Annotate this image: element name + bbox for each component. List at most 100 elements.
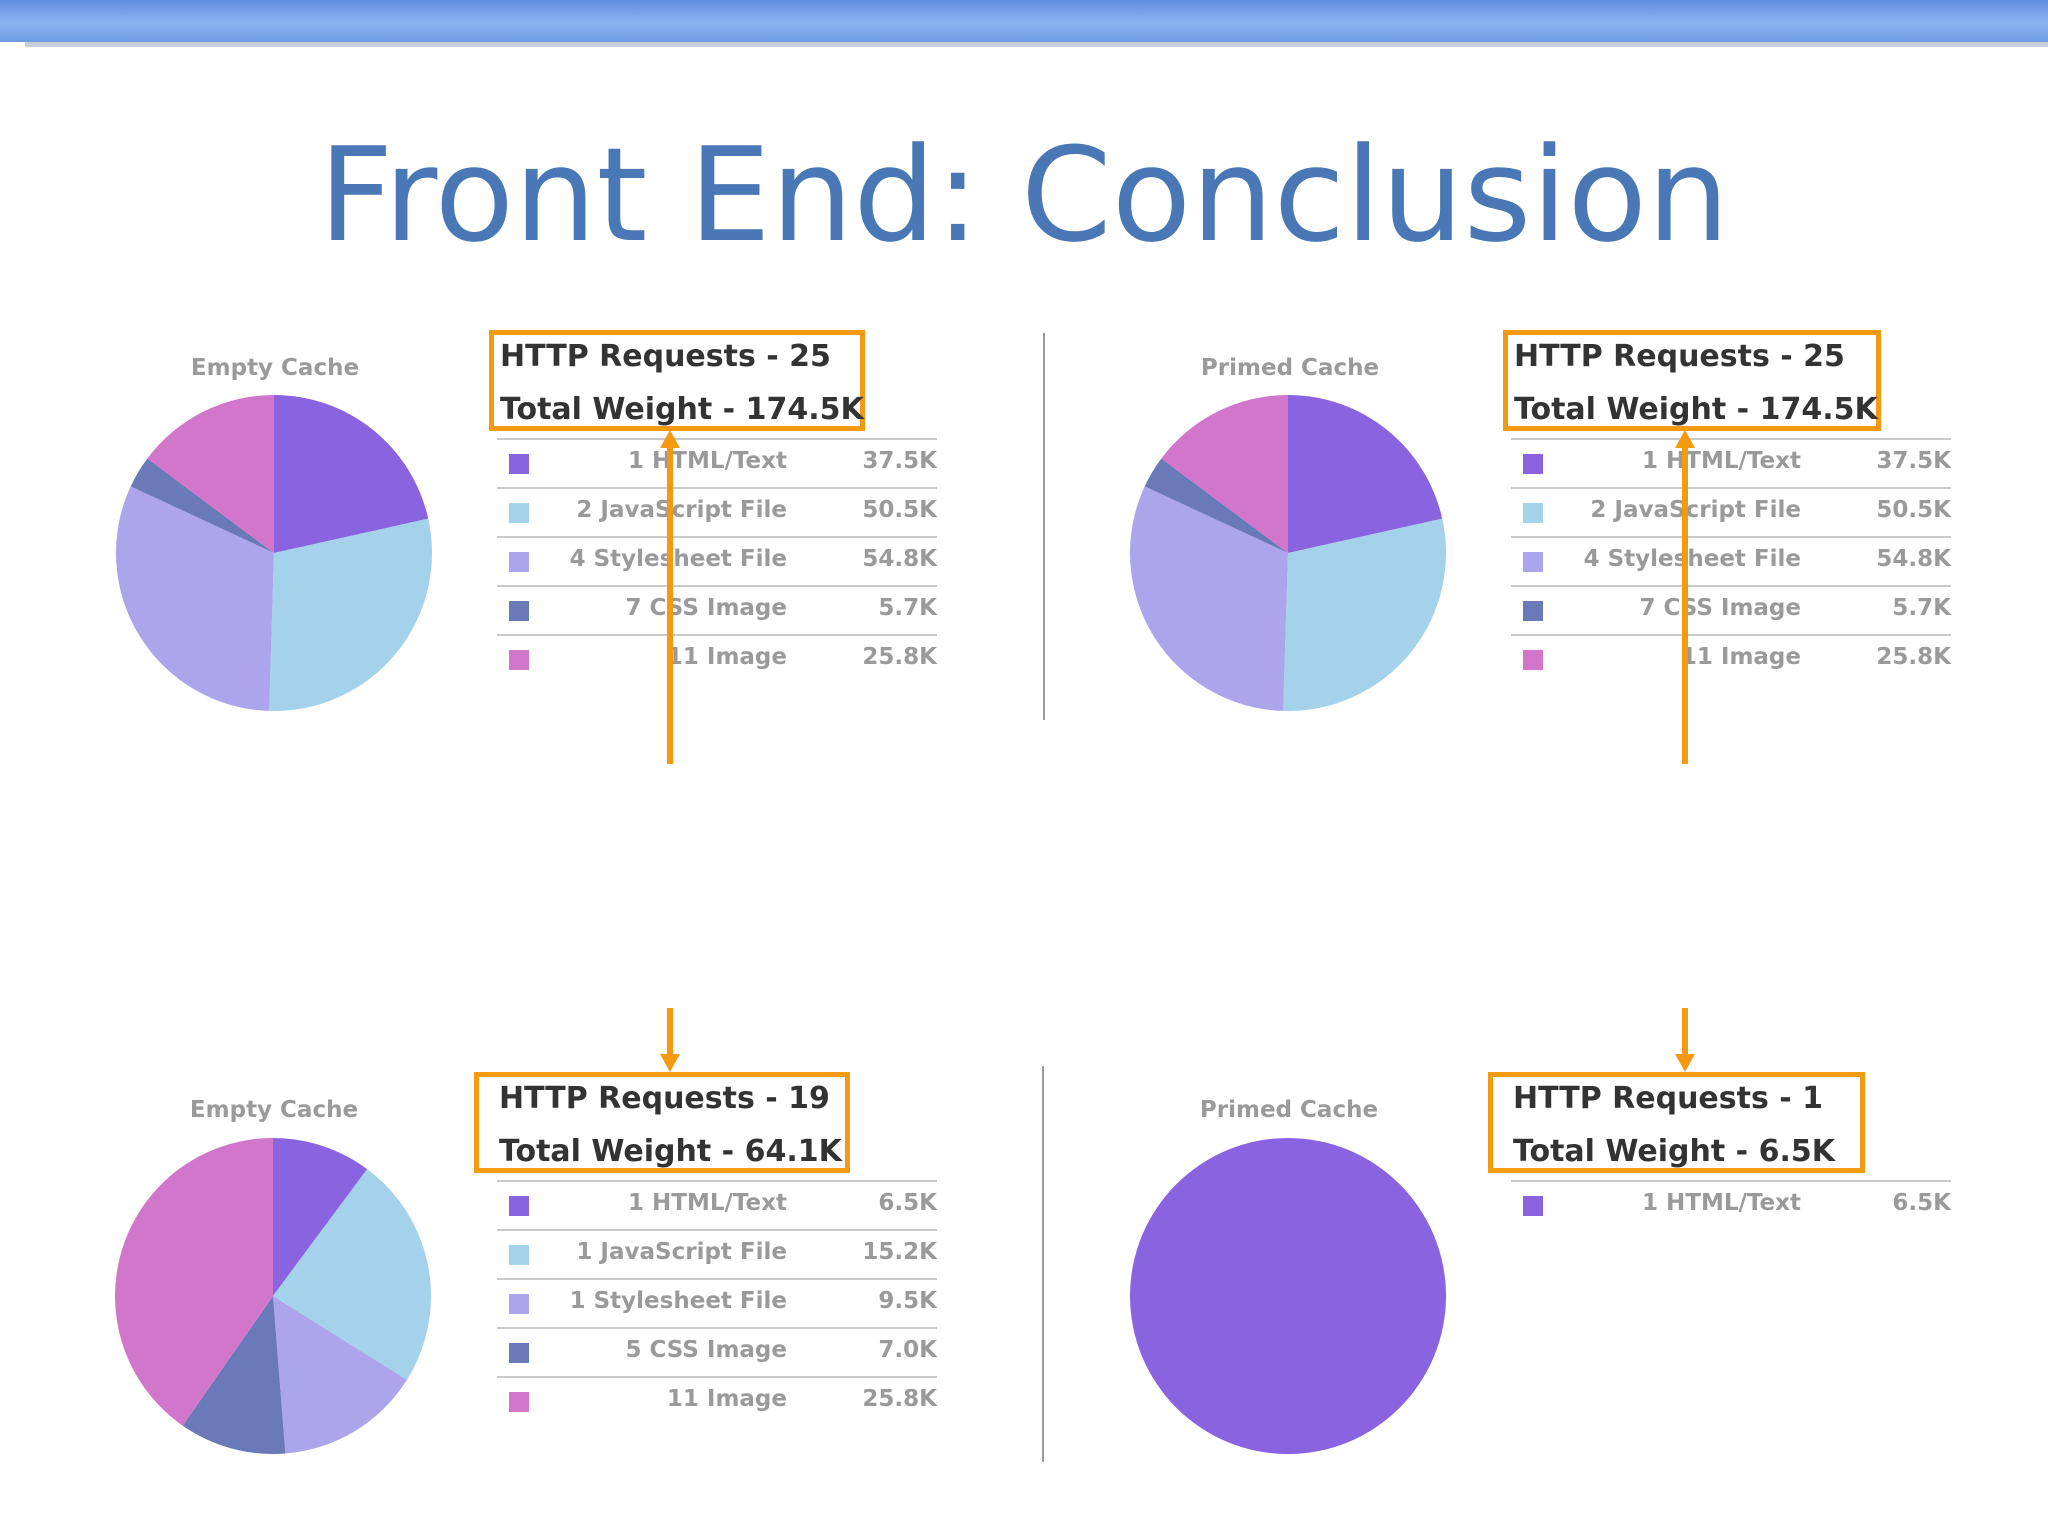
pie-slice-javascript-file: [1283, 518, 1447, 712]
pie-chart: [115, 1138, 431, 1454]
legend-separator: [497, 634, 937, 636]
legend-swatch: [509, 1245, 529, 1265]
legend-row-image: 11 Image 25.8K: [497, 634, 937, 683]
legend-row-stylesheet-file: 4 Stylesheet File 54.8K: [1511, 536, 1951, 585]
legend-separator: [1511, 634, 1951, 636]
legend-separator: [1511, 585, 1951, 587]
legend-label: 1 Stylesheet File: [569, 1288, 787, 1314]
pie-chart: [1129, 395, 1447, 712]
legend-row-css-image: 7 CSS Image 5.7K: [497, 585, 937, 634]
legend-value: 50.5K: [1876, 497, 1951, 523]
legend-row-html-text: 1 HTML/Text 6.5K: [1511, 1180, 1951, 1229]
summary-box: HTTP Requests - 19 Total Weight - 64.1K: [474, 1072, 850, 1173]
pie-slice-css-image: [130, 458, 274, 553]
legend-swatch: [509, 552, 529, 572]
divider-top: [1043, 333, 1045, 720]
legend-swatch: [509, 1196, 529, 1216]
divider-bottom: [1042, 1066, 1044, 1462]
legend-row-html-text: 1 HTML/Text 37.5K: [497, 438, 937, 487]
pie-chart: [1130, 1138, 1446, 1454]
http-requests: HTTP Requests - 1: [1513, 1081, 1824, 1116]
legend-row-javascript-file: 2 JavaScript File 50.5K: [497, 487, 937, 536]
legend-swatch: [509, 503, 529, 523]
legend-row-html-text: 1 HTML/Text 6.5K: [497, 1180, 937, 1229]
legend-value: 6.5K: [1892, 1190, 1951, 1216]
legend-separator: [497, 1229, 937, 1231]
legend-label: 2 JavaScript File: [576, 497, 787, 523]
http-requests: HTTP Requests - 19: [499, 1081, 830, 1116]
legend-separator: [497, 1180, 937, 1182]
legend-label: 11 Image: [666, 1386, 787, 1412]
pie-slice-image: [115, 1138, 274, 1426]
http-requests: HTTP Requests - 25: [1514, 339, 1845, 374]
legend-value: 54.8K: [1876, 546, 1951, 572]
cache-label: Primed Cache: [1199, 1097, 1379, 1123]
legend-value: 37.5K: [862, 448, 937, 474]
legend-value: 37.5K: [1876, 448, 1951, 474]
legend-value: 7.0K: [878, 1337, 937, 1363]
total-weight: Total Weight - 174.5K: [500, 392, 864, 427]
legend-swatch: [509, 1294, 529, 1314]
legend-value: 5.7K: [878, 595, 937, 621]
legend-separator: [497, 536, 937, 538]
summary-box: HTTP Requests - 1 Total Weight - 6.5K: [1488, 1072, 1865, 1173]
legend-separator: [497, 1327, 937, 1329]
legend-swatch: [1523, 454, 1543, 474]
legend-swatch: [509, 1392, 529, 1412]
legend-row-stylesheet-file: 1 Stylesheet File 9.5K: [497, 1278, 937, 1327]
legend-swatch: [509, 650, 529, 670]
pie-slice-html-text: [274, 395, 429, 553]
legend-row-image: 11 Image 25.8K: [497, 1376, 937, 1425]
legend-value: 50.5K: [862, 497, 937, 523]
legend-swatch: [1523, 1196, 1543, 1216]
pie-slice-javascript-file: [273, 1169, 431, 1380]
legend-label: 5 CSS Image: [625, 1337, 787, 1363]
banner-underline: [25, 42, 2048, 47]
legend-value: 5.7K: [1892, 595, 1951, 621]
legend-label: 1 HTML/Text: [1642, 1190, 1801, 1216]
legend-row-css-image: 7 CSS Image 5.7K: [1511, 585, 1951, 634]
arrow-down-left: [660, 1008, 680, 1072]
legend-swatch: [1523, 503, 1543, 523]
cache-label: Primed Cache: [1200, 355, 1380, 381]
slide-title: Front End: Conclusion: [318, 119, 1730, 271]
arrow-up-left: [660, 430, 680, 764]
http-requests: HTTP Requests - 25: [500, 339, 831, 374]
legend-label: 7 CSS Image: [625, 595, 787, 621]
legend-label: 11 Image: [666, 644, 787, 670]
legend-value: 25.8K: [862, 1386, 937, 1412]
legend-swatch: [509, 1343, 529, 1363]
legend-value: 15.2K: [862, 1239, 937, 1265]
legend-value: 25.8K: [1876, 644, 1951, 670]
summary-box: HTTP Requests - 25 Total Weight - 174.5K: [1503, 330, 1881, 431]
legend-row-stylesheet-file: 4 Stylesheet File 54.8K: [497, 536, 937, 585]
legend-label: 4 Stylesheet File: [1583, 546, 1801, 572]
legend-swatch: [1523, 650, 1543, 670]
pie-slice-image: [147, 395, 274, 553]
legend-swatch: [509, 601, 529, 621]
legend-separator: [497, 1376, 937, 1378]
legend-label: 4 Stylesheet File: [569, 546, 787, 572]
pie-slice-image: [1161, 395, 1288, 553]
legend-label: 7 CSS Image: [1639, 595, 1801, 621]
legend-separator: [497, 487, 937, 489]
legend-separator: [497, 585, 937, 587]
arrow-down-right: [1675, 1008, 1695, 1072]
total-weight: Total Weight - 174.5K: [1514, 392, 1878, 427]
legend-separator: [1511, 438, 1951, 440]
legend-separator: [1511, 1180, 1951, 1182]
pie-chart: [115, 395, 433, 712]
legend-swatch: [509, 454, 529, 474]
legend-label: 1 HTML/Text: [1642, 448, 1801, 474]
legend-swatch: [1523, 601, 1543, 621]
legend-label: 11 Image: [1680, 644, 1801, 670]
legend-separator: [497, 1278, 937, 1280]
legend-label: 1 HTML/Text: [628, 1190, 787, 1216]
legend-value: 6.5K: [878, 1190, 937, 1216]
legend-separator: [497, 438, 937, 440]
legend-label: 1 JavaScript File: [576, 1239, 787, 1265]
legend-value: 25.8K: [862, 644, 937, 670]
legend-value: 9.5K: [878, 1288, 937, 1314]
cache-label: Empty Cache: [189, 1097, 359, 1123]
pie-slice-stylesheet-file: [1129, 486, 1288, 711]
